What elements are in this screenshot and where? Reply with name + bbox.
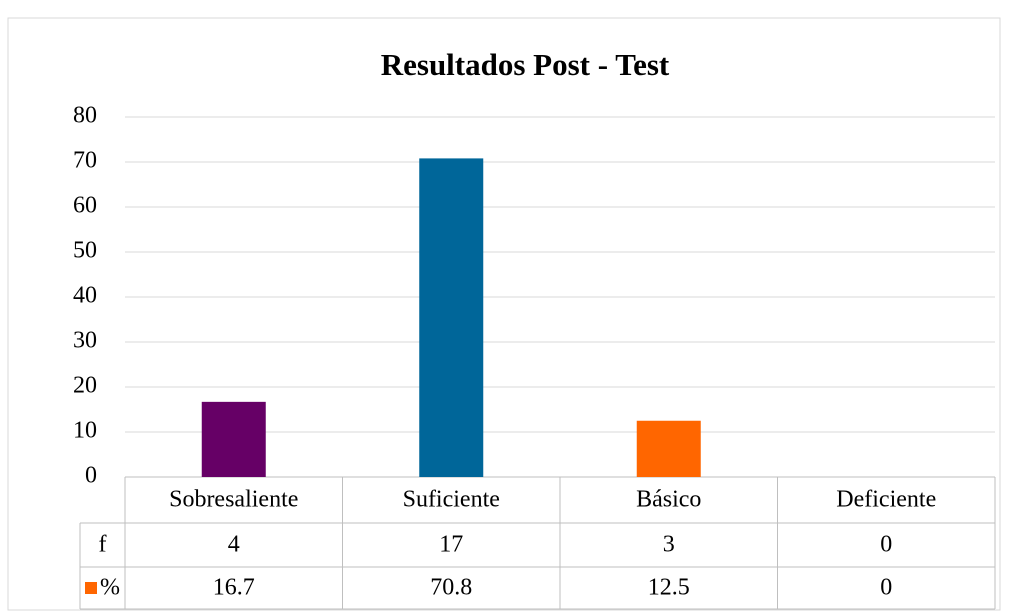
chart-frame <box>7 17 1001 611</box>
y-tick-label: 0 <box>85 463 97 489</box>
legend-label: f <box>99 532 107 558</box>
table-value: 17 <box>439 532 463 558</box>
y-tick-label: 30 <box>73 328 97 354</box>
y-tick-label: 20 <box>73 373 97 399</box>
x-tick-label: Sobresaliente <box>169 487 298 513</box>
table-value: 16.7 <box>213 575 255 601</box>
chart-title: Resultados Post - Test <box>381 47 670 82</box>
x-tick-label: Deficiente <box>836 487 936 513</box>
table-value: 70.8 <box>430 575 472 601</box>
legend-label: % <box>100 575 120 601</box>
y-tick-label: 10 <box>73 418 97 444</box>
y-tick-label: 70 <box>73 148 97 174</box>
y-tick-label: 50 <box>73 238 97 264</box>
table-value: 0 <box>880 532 892 558</box>
legend-key <box>85 582 97 594</box>
y-tick-label: 80 <box>73 103 97 129</box>
table-value: 0 <box>880 575 892 601</box>
x-tick-label: Suficiente <box>403 487 500 513</box>
table-value: 3 <box>663 532 675 558</box>
table-value: 4 <box>228 532 240 558</box>
x-tick-label: Básico <box>636 487 701 513</box>
table-value: 12.5 <box>648 575 690 601</box>
bar <box>636 420 701 477</box>
y-tick-label: 60 <box>73 193 97 219</box>
y-tick-label: 40 <box>73 283 97 309</box>
bar <box>419 158 484 477</box>
bar <box>201 401 266 477</box>
